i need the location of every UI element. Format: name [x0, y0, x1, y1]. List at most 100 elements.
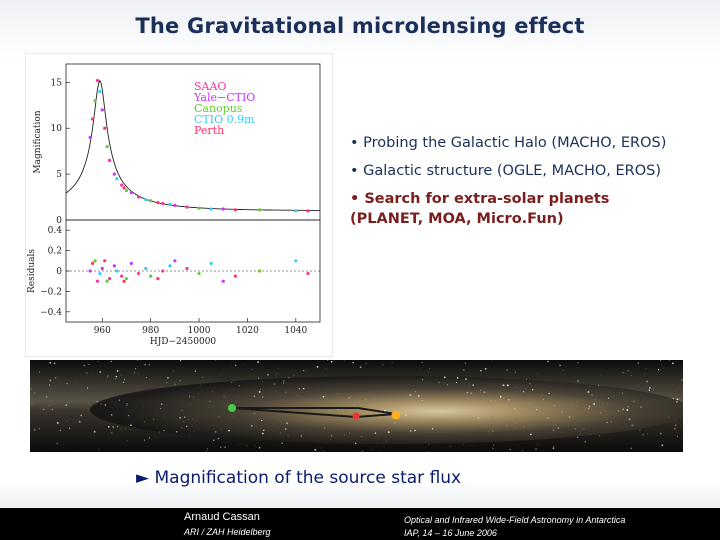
- background-star: [206, 450, 208, 451]
- background-star: [225, 404, 227, 406]
- background-star: [122, 381, 125, 384]
- background-star: [594, 399, 596, 401]
- background-star: [676, 420, 678, 421]
- background-star: [162, 416, 164, 418]
- background-star: [53, 362, 56, 365]
- background-star: [543, 450, 545, 452]
- background-star: [464, 362, 467, 365]
- background-star: [314, 448, 317, 451]
- data-point: [168, 202, 172, 206]
- background-star: [425, 420, 427, 421]
- background-star: [112, 426, 114, 428]
- background-star: [493, 444, 495, 446]
- background-star: [506, 384, 509, 387]
- background-star: [167, 377, 169, 379]
- background-star: [472, 384, 475, 386]
- residual-point: [306, 271, 310, 276]
- background-star: [211, 391, 213, 393]
- background-star: [66, 420, 68, 422]
- background-star: [96, 400, 99, 403]
- background-star: [187, 419, 189, 421]
- residual-point: [100, 266, 104, 271]
- background-star: [283, 380, 285, 382]
- bullet-halo: • Probing the Galactic Halo (MACHO, EROS…: [350, 135, 667, 151]
- background-star: [230, 365, 232, 367]
- background-star: [144, 421, 145, 423]
- x-axis-label: HJD−2450000: [150, 337, 217, 347]
- background-star: [352, 364, 354, 366]
- background-star: [69, 427, 71, 429]
- background-star: [628, 418, 631, 421]
- background-star: [78, 420, 81, 423]
- background-star: [531, 388, 534, 391]
- background-star: [361, 451, 363, 452]
- background-star: [414, 429, 416, 432]
- background-star: [129, 428, 131, 430]
- background-star: [401, 376, 402, 378]
- background-star: [124, 449, 126, 450]
- background-star: [657, 369, 660, 371]
- background-star: [336, 393, 338, 395]
- background-star: [153, 419, 155, 421]
- data-point: [95, 78, 100, 83]
- background-star: [464, 382, 466, 384]
- background-star: [261, 432, 264, 435]
- background-star: [557, 427, 560, 429]
- background-star: [173, 370, 175, 372]
- background-star: [125, 428, 126, 430]
- background-star: [98, 396, 99, 398]
- background-star: [468, 385, 470, 387]
- background-star: [523, 426, 525, 428]
- footer-bar: Arnaud Cassan ARI / ZAH Heidelberg Optic…: [0, 508, 720, 540]
- background-star: [548, 392, 550, 394]
- background-star: [126, 440, 128, 442]
- background-star: [672, 384, 673, 385]
- background-star: [181, 427, 183, 429]
- background-star: [251, 368, 253, 371]
- background-star: [409, 394, 412, 397]
- background-star: [126, 405, 128, 407]
- background-star: [181, 409, 183, 411]
- background-star: [426, 451, 428, 452]
- background-star: [116, 370, 119, 372]
- background-star: [374, 432, 377, 434]
- background-star: [56, 442, 59, 445]
- background-star: [529, 382, 531, 385]
- background-star: [465, 378, 467, 381]
- background-star: [115, 375, 118, 378]
- magnification-frame: [65, 63, 321, 221]
- background-star: [224, 446, 226, 448]
- data-point: [103, 126, 107, 130]
- background-star: [134, 368, 137, 370]
- background-star: [348, 432, 351, 434]
- background-star: [630, 375, 632, 376]
- background-star: [644, 373, 645, 375]
- background-star: [499, 395, 502, 398]
- background-star: [574, 427, 577, 430]
- background-star: [349, 411, 351, 412]
- data-point: [294, 209, 298, 213]
- background-star: [591, 433, 592, 435]
- background-star: [46, 396, 48, 398]
- x-tick-label: 1000: [188, 326, 211, 336]
- background-star: [617, 410, 620, 412]
- legend-entry: Yale−CTIO: [193, 91, 255, 104]
- background-star: [232, 416, 233, 417]
- galaxy-image: [30, 360, 683, 452]
- background-star: [550, 386, 552, 387]
- background-star: [470, 392, 472, 394]
- background-star: [611, 421, 613, 423]
- residual-point: [95, 279, 100, 283]
- background-star: [530, 414, 532, 415]
- background-star: [420, 405, 422, 406]
- background-star: [242, 444, 244, 445]
- background-star: [468, 383, 470, 385]
- background-star: [420, 369, 421, 370]
- background-star: [163, 429, 165, 432]
- data-point: [105, 144, 109, 149]
- background-star: [630, 447, 633, 449]
- background-star: [33, 428, 36, 431]
- background-star: [192, 419, 193, 421]
- residual-point: [112, 264, 116, 268]
- background-star: [220, 374, 221, 375]
